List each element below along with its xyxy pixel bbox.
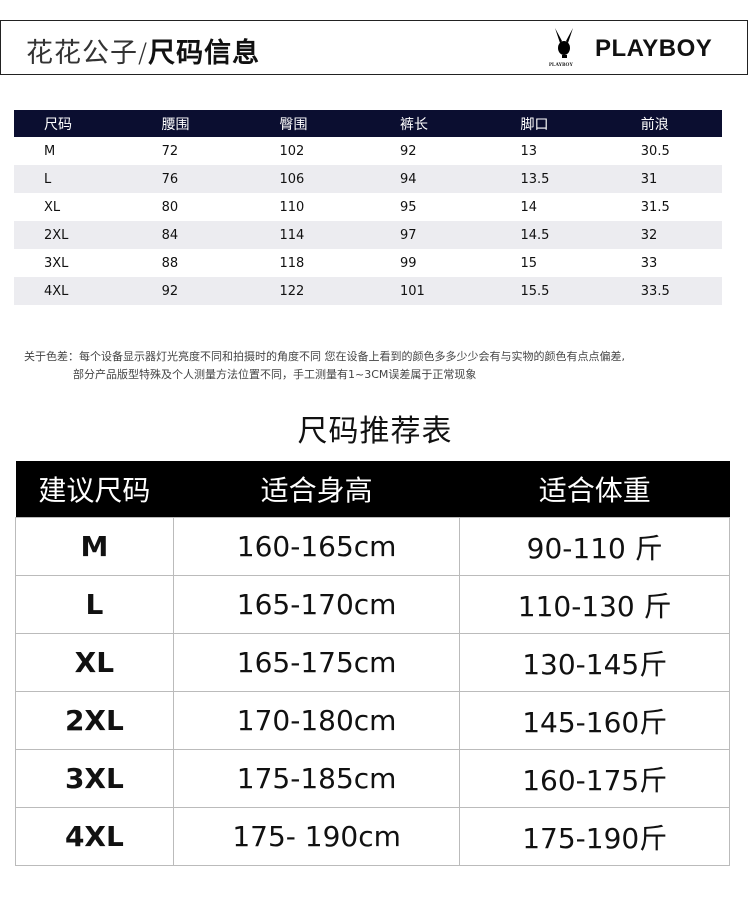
table-cell: 84 (133, 221, 252, 249)
column-header: 腰围 (133, 110, 252, 137)
table-cell: 15 (520, 255, 537, 271)
table-cell: 94 (371, 165, 493, 193)
size-cell: 4XL (15, 807, 174, 866)
table-cell: 14 (520, 199, 537, 215)
table-cell: 32 (612, 221, 722, 249)
table-cell: 110 (279, 199, 305, 215)
table-cell: 130-145斤 (459, 633, 730, 692)
table-row: M 72 102 92 13 30.5 (14, 137, 722, 165)
table-cell: 114 (251, 221, 372, 249)
size-cell: 2XL (15, 691, 174, 750)
table-cell: 122 (251, 277, 372, 305)
size-table: 尺码 腰围 臀围 裤长 脚口 前浪 M 72 102 92 13 30.5 L 76 106 94 13.5 3… (14, 110, 722, 305)
table-cell: 33.5 (612, 277, 722, 305)
column-header: 尺码 (14, 110, 134, 137)
column-header: 裤长 (371, 110, 493, 137)
disclaimer-note: 关于色差：每个设备显示器灯光亮度不同和拍摄时的角度不同 您在设备上看到的颜色多多… (24, 350, 625, 381)
table-row: 2XL 170-180cm 145-160斤 (15, 691, 730, 750)
table-cell: 101 (371, 277, 493, 305)
table-cell: 14.5 (492, 221, 613, 249)
column-header: 前浪 (612, 110, 722, 137)
playboy-logo: PLAYBOY PLAYBOY (549, 27, 712, 71)
table-cell: 76 (133, 165, 252, 193)
table-row: 3XL 175-185cm 160-175斤 (15, 749, 730, 808)
table-cell: 102 (279, 143, 305, 159)
table-cell: 160-165cm (172, 517, 461, 576)
table-cell: 90-110 斤 (459, 517, 730, 576)
table-cell: 106 (251, 165, 372, 193)
size-cell: XL (15, 633, 174, 692)
brand-name: PLAYBOY (595, 35, 713, 62)
table-cell: 145-160斤 (459, 691, 730, 750)
table-cell: 31 (612, 165, 722, 193)
table-cell: 92 (399, 143, 417, 159)
size-cell: M (15, 517, 174, 576)
table-cell: 99 (399, 255, 417, 271)
table-cell: 2XL (14, 221, 134, 249)
table-cell: L (14, 165, 134, 193)
table-cell: 72 (161, 143, 179, 159)
table-row: XL 165-175cm 130-145斤 (15, 633, 730, 692)
table-cell: 13 (520, 143, 537, 159)
table-cell: 97 (371, 221, 493, 249)
table-cell: 95 (399, 199, 417, 215)
table-row: 4XL 92 122 101 15.5 33.5 (14, 277, 722, 305)
recommend-table: 建议尺码 适合身高 适合体重 M 160-165cm 90-110 斤 L 165-170c… (15, 461, 730, 866)
table-cell: 88 (161, 255, 179, 271)
table-cell: 31.5 (640, 199, 670, 215)
table-cell: 175-190斤 (459, 807, 730, 866)
table-cell: XL (44, 199, 61, 215)
table-cell: 165-170cm (172, 575, 461, 634)
table-cell: 110-130 斤 (459, 575, 730, 634)
size-cell: 3XL (15, 749, 174, 808)
table-cell: 30.5 (640, 143, 670, 159)
table-cell: 175-185cm (172, 749, 461, 808)
size-cell: L (15, 575, 174, 634)
page-title: 花花公子/尺码信息 (26, 38, 261, 69)
table-cell: 33 (640, 255, 658, 271)
table-cell: 165-175cm (172, 633, 461, 692)
table-cell: 175- 190cm (172, 807, 461, 866)
recommend-title: 尺码推荐表 (297, 414, 453, 449)
table-row: 2XL 84 114 97 14.5 32 (14, 221, 722, 249)
table-row: 4XL 175- 190cm 175-190斤 (15, 807, 730, 866)
column-header: 建议尺码 (15, 461, 174, 518)
column-header: 脚口 (492, 110, 613, 137)
table-cell: 15.5 (492, 277, 613, 305)
table-cell: 170-180cm (172, 691, 461, 750)
table-cell: 118 (279, 255, 305, 271)
bunny-logo-icon: PLAYBOY (549, 27, 585, 71)
title-banner: 花花公子/尺码信息 PLAYBOY PLAYBOY (0, 20, 748, 75)
table-cell: 13.5 (492, 165, 613, 193)
column-header: 适合体重 (459, 461, 730, 518)
table-cell: 80 (161, 199, 179, 215)
table-row: L 76 106 94 13.5 31 (14, 165, 722, 193)
table-cell: 92 (133, 277, 252, 305)
column-header: 适合身高 (173, 461, 460, 518)
table-cell: M (44, 143, 56, 159)
table-cell: 4XL (14, 277, 134, 305)
table-cell: 3XL (44, 255, 69, 271)
table-cell: 160-175斤 (459, 749, 730, 808)
column-header: 臀围 (251, 110, 372, 137)
table-row: M 160-165cm 90-110 斤 (15, 517, 730, 576)
table-row: XL 80 110 95 14 31.5 (14, 193, 722, 221)
table-row: L 165-170cm 110-130 斤 (15, 575, 730, 634)
table-row: 3XL 88 118 99 15 33 (14, 249, 722, 277)
